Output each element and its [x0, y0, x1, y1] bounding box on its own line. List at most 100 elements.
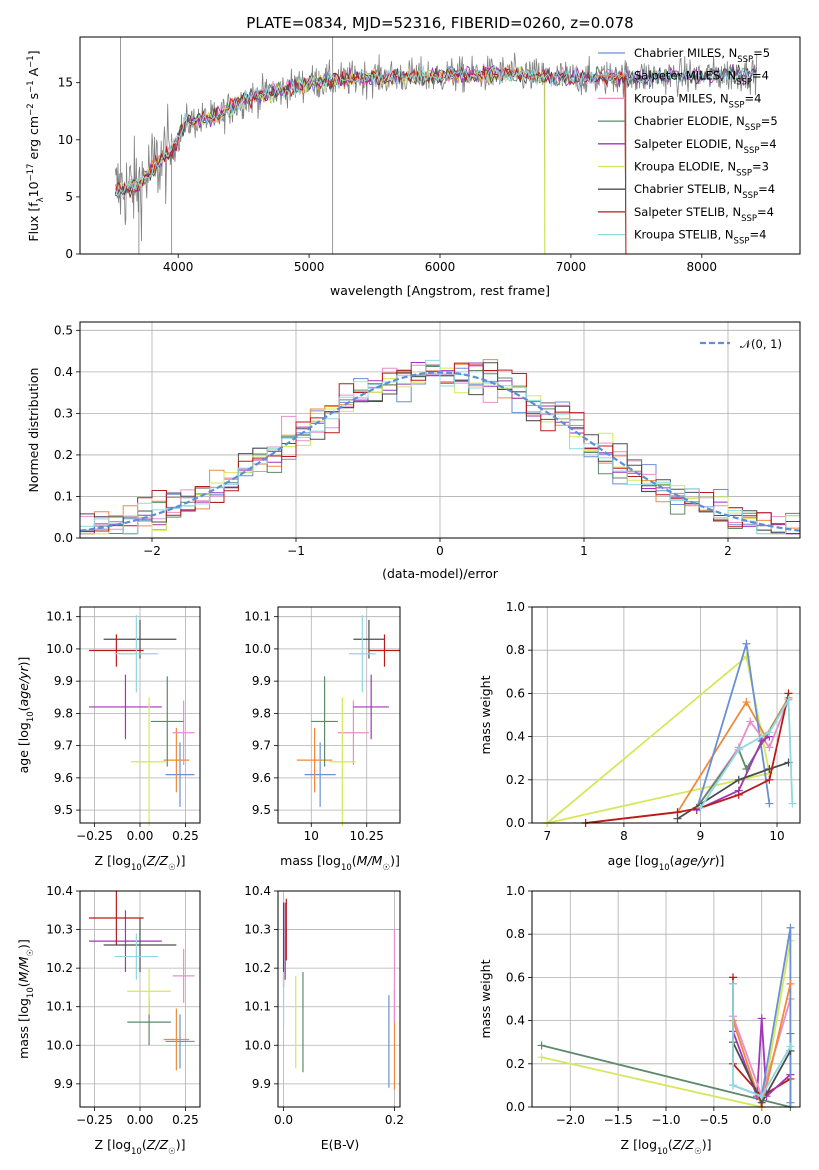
spectrum-xtick-label: 6000 [425, 260, 456, 274]
age-vs-mass-xtick-label: 10 [304, 829, 319, 843]
spectrum-ytick-label: 0 [65, 247, 73, 261]
age-vs-Z-xtick-label: 0.00 [127, 829, 154, 843]
marker-krou-stelib [757, 1092, 766, 1101]
weight-vs-Z-xtick-label: −1.5 [604, 1113, 633, 1127]
age-vs-mass-ytick-label: 9.7 [252, 739, 271, 753]
age-vs-mass-ytick-label: 9.5 [252, 803, 271, 817]
age-vs-Z-xtick-label: −0.25 [76, 829, 113, 843]
marker-krou-miles [746, 717, 755, 726]
legend-entry: Chabrier STELIB, NSSP=4 [634, 182, 775, 201]
spectrum-ytick-label: 10 [58, 133, 73, 147]
weight-vs-Z-ytick-label: 0.8 [506, 927, 525, 941]
residuals-xtick-label: 0 [436, 544, 444, 558]
weight-vs-Z-xlabel: Z [log10(Z/Z☉)] [621, 1137, 712, 1157]
residuals-ytick-label: 0.3 [54, 406, 73, 420]
residuals-xtick-label: −1 [287, 544, 305, 558]
weight-vs-Z-ytick-label: 0.4 [506, 1014, 525, 1028]
legend-entry: Chabrier MILES, NSSP=5 [634, 46, 770, 65]
weight-vs-age-xlabel: age [log10(age/yr)] [608, 853, 725, 873]
normal-curve [79, 371, 801, 532]
marker-salp-elodie [757, 736, 766, 745]
mass-vs-ebv-xtick-label: 0.2 [385, 1113, 404, 1127]
marker-krou-stelib [734, 745, 743, 754]
spectrum-ylabel: Flux [fλ10−17 erg cm−2 s−1 A−1] [26, 50, 46, 241]
marker-chab-miles [786, 1098, 795, 1107]
residuals-xtick-label: 2 [724, 544, 732, 558]
age-vs-Z-ytick-label: 9.6 [54, 771, 73, 785]
mass-vs-ebv-ytick-label: 10.0 [244, 1038, 271, 1052]
residuals-xtick-label: −2 [143, 544, 161, 558]
weight-vs-Z-ytick-label: 0.6 [506, 970, 525, 984]
mass-vs-Z-xlabel: Z [log10(Z/Z☉)] [95, 1137, 186, 1157]
age-vs-mass-frame [277, 606, 401, 824]
legend-entry: Chabrier ELODIE, NSSP=5 [634, 114, 778, 133]
marker-salp-stelib [673, 808, 682, 817]
marker-salp-stelib [765, 775, 774, 784]
series-salp-elodie [696, 735, 770, 811]
age-vs-Z-ytick-label: 9.9 [54, 674, 73, 688]
mass-vs-Z-ytick-label: 9.9 [54, 1077, 73, 1091]
spectrum-xtick-label: 5000 [294, 260, 325, 274]
mass-vs-Z-xtick-label: 0.00 [127, 1113, 154, 1127]
series-krou-stelib [732, 983, 792, 1098]
age-vs-mass-xlabel: mass [log10(M/M☉)] [280, 853, 400, 873]
weight-vs-age-ytick-label: 1.0 [506, 600, 525, 614]
hist-krou-stelib [80, 359, 800, 535]
model-salp-stelib [114, 65, 627, 255]
spectrum-xtick-label: 4000 [163, 260, 194, 274]
mass-vs-Z-ytick-label: 10.4 [46, 884, 73, 898]
mass-vs-Z-frame [79, 890, 201, 1108]
weight-vs-age-xtick-label: 9 [697, 829, 705, 843]
residuals-frame [79, 321, 801, 539]
weight-vs-Z-xtick-label: −1.0 [651, 1113, 680, 1127]
spectrum-ytick-label: 15 [58, 76, 73, 90]
weight-vs-Z-xtick-label: −2.0 [556, 1113, 585, 1127]
marker-krou-elodie [537, 1053, 546, 1062]
spectrum-xtick-label: 7000 [556, 260, 587, 274]
weight-vs-Z-ytick-label: 0.2 [506, 1057, 525, 1071]
series-chab-elodie [695, 699, 790, 809]
age-vs-mass-ytick-label: 9.6 [252, 771, 271, 785]
marker-salp-elodie [757, 1014, 766, 1023]
legend-entry: Kroupa MILES, NSSP=4 [634, 91, 761, 110]
mass-vs-ebv-ytick-label: 10.3 [244, 923, 271, 937]
weight-vs-age-xtick-label: 7 [543, 829, 551, 843]
weight-vs-Z-ytick-label: 0.0 [506, 1100, 525, 1114]
marker-chab-miles [786, 923, 795, 932]
marker-krou-stelib [696, 803, 705, 812]
mass-vs-ebv-ytick-label: 10.2 [244, 961, 271, 975]
mass-vs-Z-ylabel: mass [log10(M/M☉)] [16, 939, 36, 1059]
residuals-ytick-label: 0.2 [54, 448, 73, 462]
mass-vs-Z-ytick-label: 10.2 [46, 961, 73, 975]
model-salp-elodie [114, 63, 758, 195]
marker-chab-miles [765, 799, 774, 808]
age-vs-Z-ytick-label: 10.0 [46, 642, 73, 656]
marker-krou-stelib [729, 979, 737, 988]
legend-entry: Salpeter STELIB, NSSP=4 [634, 205, 774, 224]
figure-title: PLATE=0834, MJD=52316, FIBERID=0260, z=0… [246, 14, 633, 32]
marker-chab-miles [742, 639, 751, 648]
model-chab-elodie [115, 66, 758, 199]
mass-vs-ebv-ytick-label: 10.4 [244, 884, 271, 898]
mass-vs-Z-xtick-label: 0.25 [172, 1113, 199, 1127]
weight-vs-age-ytick-label: 0.6 [506, 686, 525, 700]
age-vs-Z-ytick-label: 9.8 [54, 706, 73, 720]
age-vs-mass-ytick-label: 10.0 [244, 642, 271, 656]
weight-vs-age-ytick-label: 0.8 [506, 643, 525, 657]
weight-vs-Z-xtick-label: −0.5 [699, 1113, 728, 1127]
age-vs-mass-ytick-label: 9.8 [252, 706, 271, 720]
marker-krou-stelib [765, 728, 774, 737]
marker-krou-stelib [784, 695, 793, 704]
residuals-xlabel: (data-model)/error [382, 566, 499, 581]
marker-salp-stelib [734, 790, 743, 799]
legend-normal: 𝒩(0, 1) [740, 337, 782, 351]
weight-vs-age-ylabel: mass weight [478, 675, 493, 754]
age-vs-Z-ytick-label: 10.1 [46, 610, 73, 624]
weight-vs-age-ytick-label: 0.0 [506, 816, 525, 830]
mass-vs-Z-ytick-label: 10.1 [46, 1000, 73, 1014]
mass-vs-Z-ytick-label: 10.3 [46, 923, 73, 937]
age-vs-mass-ytick-label: 10.1 [244, 610, 271, 624]
series-salp-stelib [585, 693, 790, 824]
legend-entry: Kroupa ELODIE, NSSP=3 [634, 160, 769, 179]
model-krou-stelib [114, 65, 758, 196]
